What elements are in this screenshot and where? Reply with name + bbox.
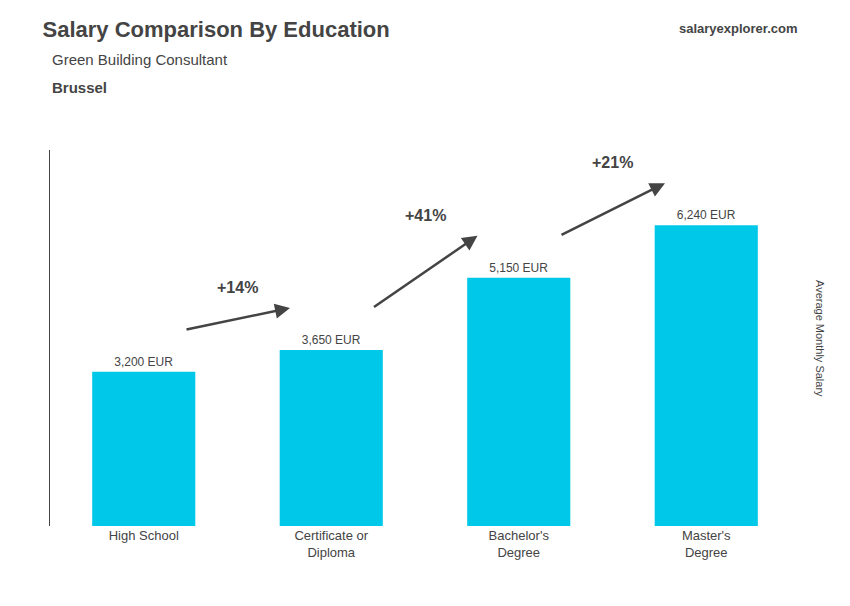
svg-text:3,200 EUR: 3,200 EUR: [114, 355, 173, 369]
svg-text:Master'sDegree: Master'sDegree: [682, 528, 731, 560]
svg-text:+14%: +14%: [217, 279, 258, 296]
svg-text:Bachelor'sDegree: Bachelor'sDegree: [489, 528, 550, 560]
svg-text:Salary Comparison By Education: Salary Comparison By Education: [43, 17, 390, 42]
svg-text:High School: High School: [109, 528, 179, 543]
svg-text:Average Monthly Salary: Average Monthly Salary: [814, 280, 826, 397]
svg-text:+21%: +21%: [592, 154, 633, 171]
svg-text:5,150 EUR: 5,150 EUR: [489, 261, 548, 275]
svg-text:3,650 EUR: 3,650 EUR: [302, 333, 361, 347]
svg-text:+41%: +41%: [405, 207, 446, 224]
svg-text:Brussel: Brussel: [52, 79, 107, 96]
svg-text:salaryexplorer.com: salaryexplorer.com: [679, 21, 798, 36]
svg-text:6,240 EUR: 6,240 EUR: [677, 208, 736, 222]
svg-text:Certificate orDiploma: Certificate orDiploma: [294, 528, 368, 560]
svg-text:Green Building Consultant: Green Building Consultant: [52, 51, 228, 68]
